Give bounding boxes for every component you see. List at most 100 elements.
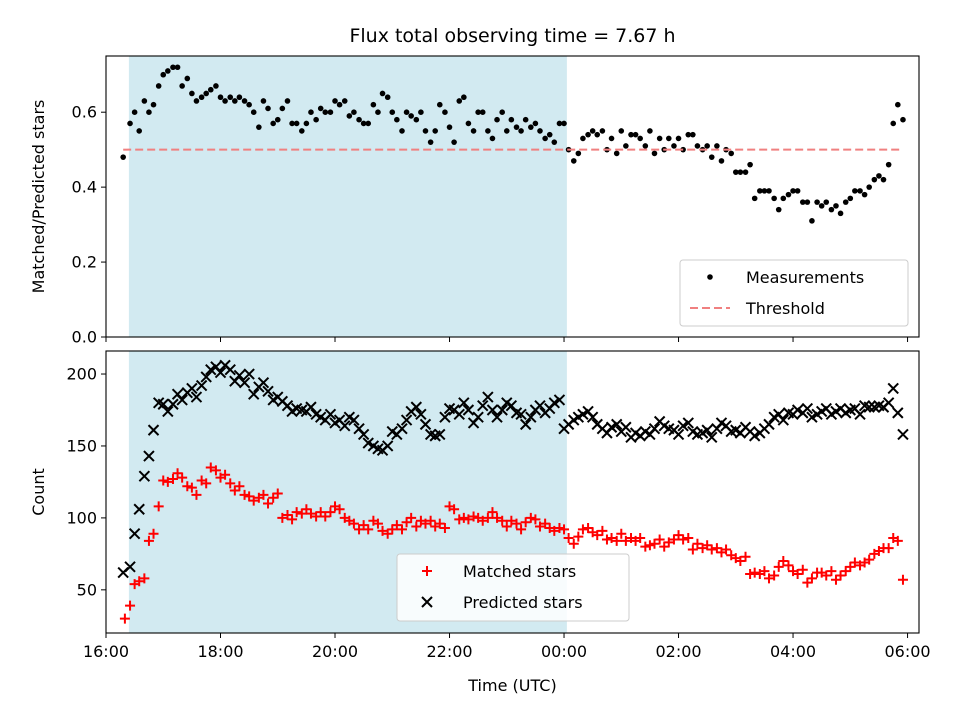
matched-star-marker [683,533,694,544]
x-tick-label: 04:00 [770,642,816,661]
matched-star-marker [449,504,460,515]
measurement-point [270,120,276,127]
predicted-star-marker [147,424,160,436]
matched-star-marker [225,478,236,489]
measurement-point [256,124,262,130]
measurement-point [842,199,849,205]
predicted-star-marker [882,397,895,409]
predicted-star-marker [553,394,566,406]
matched-star-marker [759,566,770,577]
predicted-star-marker [525,411,537,423]
measurement-point [303,120,310,127]
predicted-star-marker [305,401,317,413]
matched-star-marker [334,504,345,515]
matched-star-marker [592,530,603,541]
matched-star-marker [849,557,860,568]
legend-label: Predicted stars [463,593,583,612]
measurement-point [880,176,887,183]
x-tick-label: 20:00 [312,642,358,661]
predicted-star-marker [410,401,423,413]
measurement-point [213,83,219,89]
matched-star-marker [277,512,288,523]
matched-star-marker [663,537,674,548]
matched-star-marker [606,533,617,544]
matched-star-marker [735,556,746,567]
matched-star-marker [372,518,383,529]
matched-star-marker [740,551,751,562]
matched-star-marker [783,560,794,571]
measurement-point [436,101,443,108]
measurement-point [394,116,400,123]
y-tick-label: 200 [66,365,97,384]
matched-star-marker [806,573,817,584]
measurement-point [599,128,606,134]
matched-star-marker [348,518,359,529]
matched-star-marker [119,613,130,624]
measurement-point [375,109,381,115]
y-axis-label: Matched/Predicted stars [29,100,48,294]
legend-swatch [422,566,432,576]
matched-star-marker [577,524,588,535]
matched-star-marker [125,600,136,611]
matched-star-marker [258,489,269,500]
measurement-point [580,135,586,142]
measurement-point [737,169,744,175]
measurement-point [236,94,243,101]
matched-star-marker [706,544,717,555]
matched-star-marker [186,482,197,493]
measurement-point [704,143,710,149]
measurement-point [799,199,806,205]
legend-swatch [421,596,433,608]
predicted-star-marker [648,422,661,435]
measurement-point [327,109,334,115]
measurement-point [150,101,157,108]
matched-star-marker [377,525,388,536]
matched-star-marker [458,512,469,523]
predicted-star-marker [458,397,470,409]
matched-star-marker [182,481,193,492]
matched-star-marker [516,524,527,535]
predicted-star-marker [167,398,179,410]
measurement-point [422,128,429,134]
matched-star-marker [883,543,894,554]
measurement-point [403,109,410,115]
matched-star-marker [148,528,159,539]
measurement-point [513,124,520,130]
measurement-point [465,120,472,127]
measurement-point [155,83,162,89]
predicted-star-marker [439,411,451,423]
measurement-point [360,120,367,127]
plot-frame [105,55,920,338]
measurement-point [585,131,591,138]
measurement-point [761,188,768,194]
measurement-point [470,128,477,134]
measurement-point [250,109,257,115]
predicted-star-marker [706,431,718,444]
measurement-point [222,98,228,104]
matched-star-marker [864,554,875,565]
matched-star-marker [391,520,402,531]
predicted-star-marker [477,399,489,412]
measurement-point [217,94,224,101]
measurement-point [694,143,701,149]
predicted-star-marker [262,385,274,397]
measurement-point [766,188,772,194]
measurement-point [890,120,897,127]
measurement-point [900,116,906,123]
matched-star-marker [167,474,178,485]
measurement-point [399,128,405,134]
measurement-point [232,98,238,104]
matched-star-marker [778,556,789,567]
predicted-star-marker [186,382,198,395]
predicted-star-marker [162,405,174,418]
measurement-point [485,128,491,134]
predicted-star-marker [396,422,408,435]
y-tick-label: 0.2 [72,253,97,272]
predicted-star-marker [863,401,875,413]
matched-star-marker [835,570,846,581]
predicted-star-marker [434,428,446,441]
measurement-point [828,206,835,213]
measurement-point [260,98,267,104]
measurement-point [895,101,901,108]
measurement-point [451,139,457,145]
